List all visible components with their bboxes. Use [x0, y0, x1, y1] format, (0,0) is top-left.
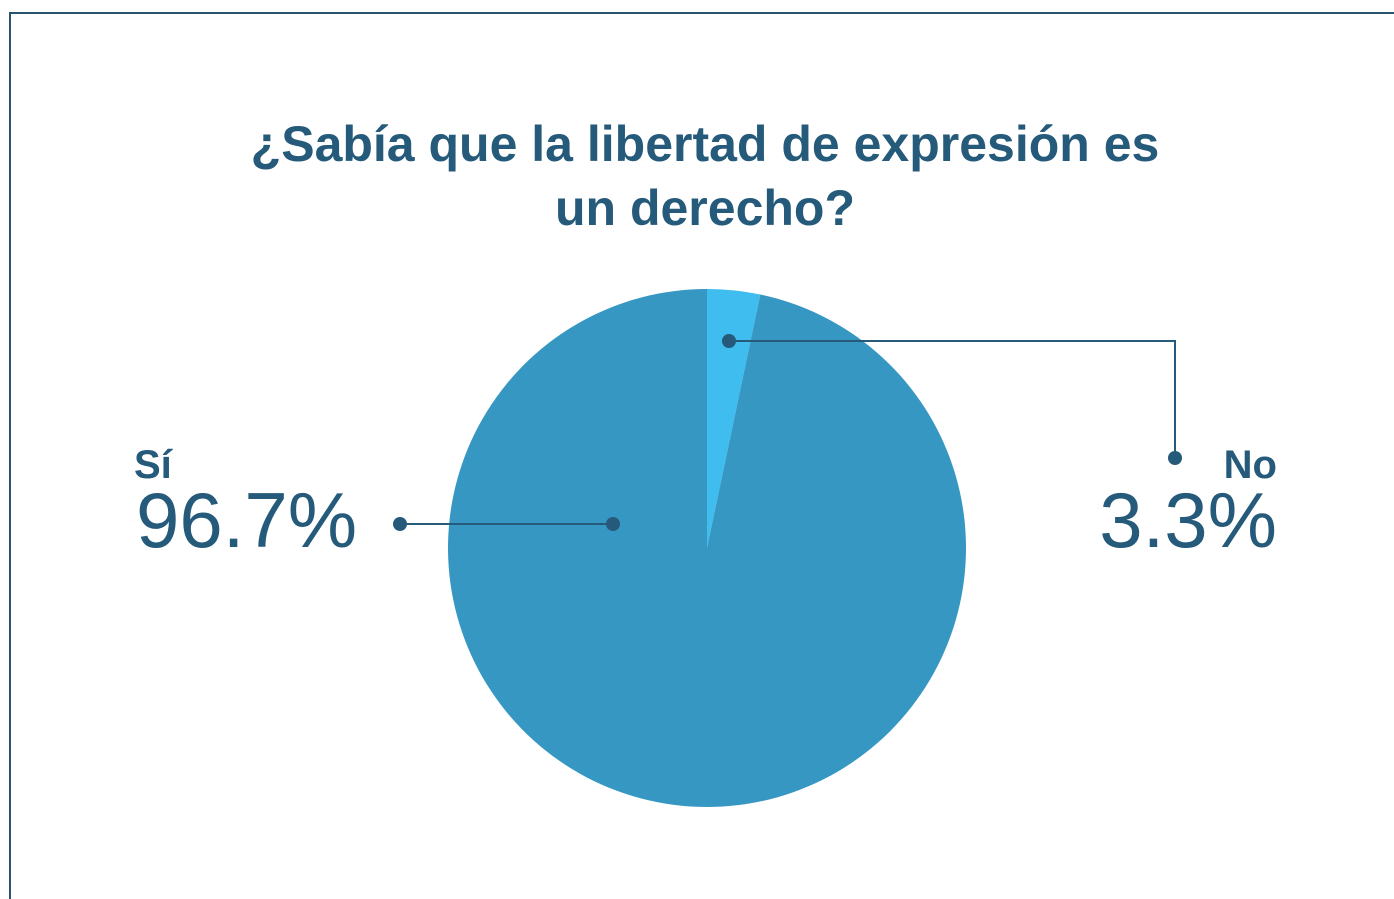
chart-title: ¿Sabía que la libertad de expresión es u…	[250, 116, 1160, 236]
leader-dot	[1168, 451, 1182, 465]
leader-dot	[393, 517, 407, 531]
leader-dot	[722, 334, 736, 348]
category-label: No	[1224, 443, 1277, 487]
pie	[447, 289, 966, 807]
leader-line	[729, 340, 1176, 458]
frame	[9, 12, 1394, 899]
value-label: 3.3%	[1099, 476, 1277, 564]
pie-slice	[447, 289, 966, 807]
category-label: Sí	[134, 443, 174, 487]
value-label: 96.7%	[136, 476, 357, 564]
leader-dot	[606, 517, 620, 531]
pie-slice	[707, 289, 761, 548]
